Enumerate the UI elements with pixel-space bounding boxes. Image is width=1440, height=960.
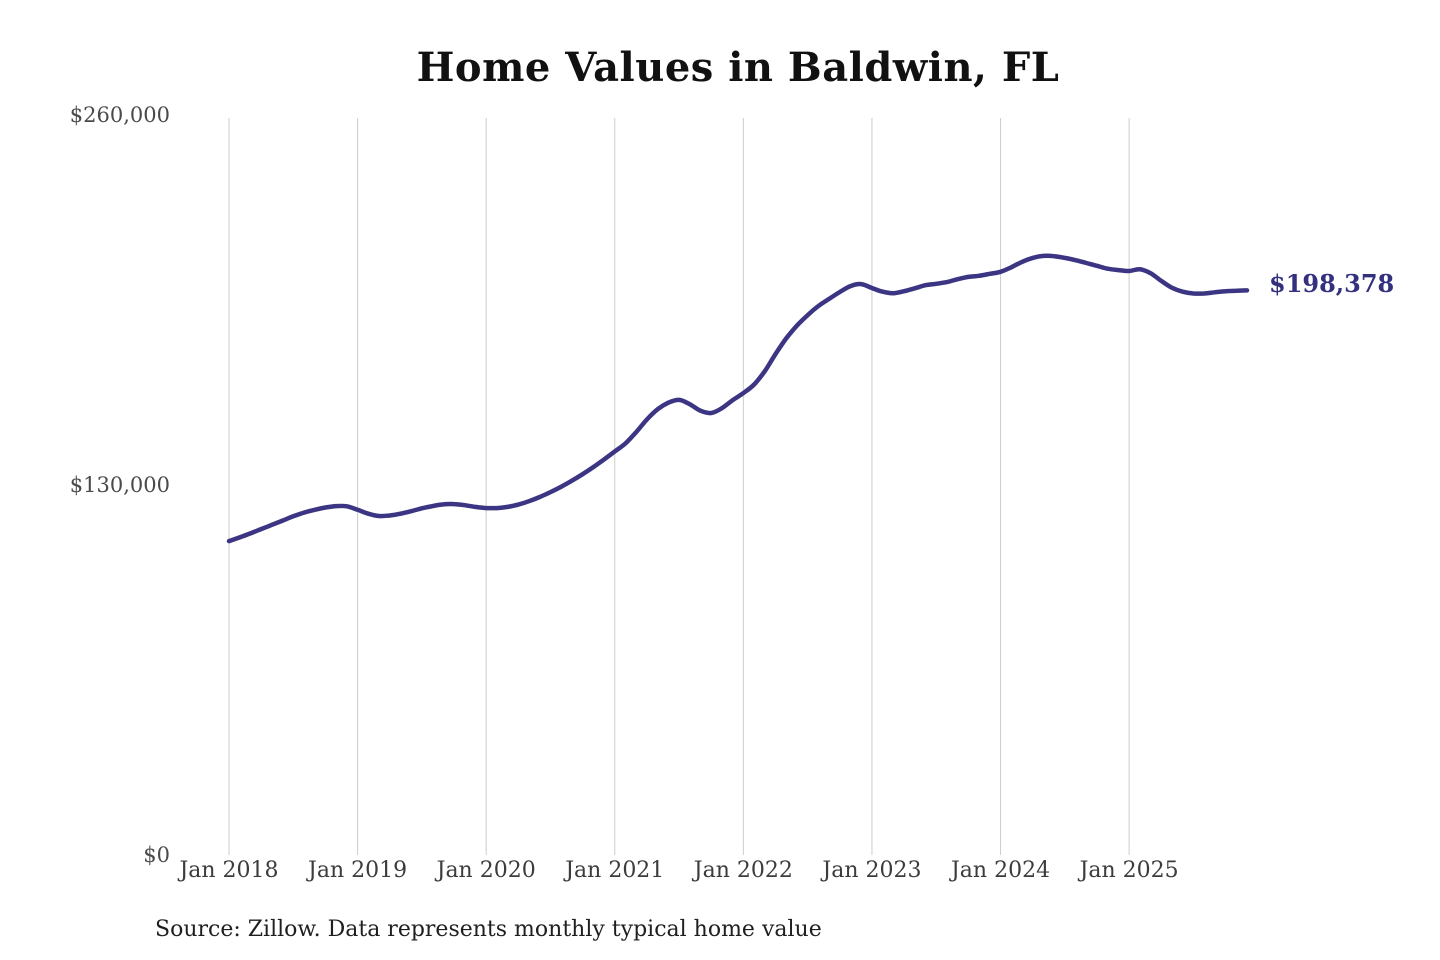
- y-tick-label: $0: [143, 843, 170, 867]
- y-tick-label: $260,000: [69, 103, 170, 127]
- x-tick-label: Jan 2021: [565, 858, 665, 883]
- x-tick-label: Jan 2019: [308, 858, 408, 883]
- year-gridlines: [228, 118, 1130, 855]
- home-value-line: [226, 253, 1250, 544]
- x-tick-label: Jan 2018: [179, 858, 279, 883]
- x-tick-label: Jan 2022: [693, 858, 793, 883]
- source-note: Source: Zillow. Data represents monthly …: [155, 917, 822, 942]
- x-tick-label: Jan 2020: [436, 858, 536, 883]
- x-tick-label: Jan 2023: [822, 858, 922, 883]
- x-tick-label: Jan 2024: [950, 858, 1051, 883]
- y-tick-label: $130,000: [69, 473, 170, 497]
- latest-value-label: $198,378: [1269, 269, 1395, 299]
- x-tick-label: Jan 2025: [1079, 858, 1179, 883]
- chart-title: Home Values in Baldwin, FL: [416, 44, 1060, 91]
